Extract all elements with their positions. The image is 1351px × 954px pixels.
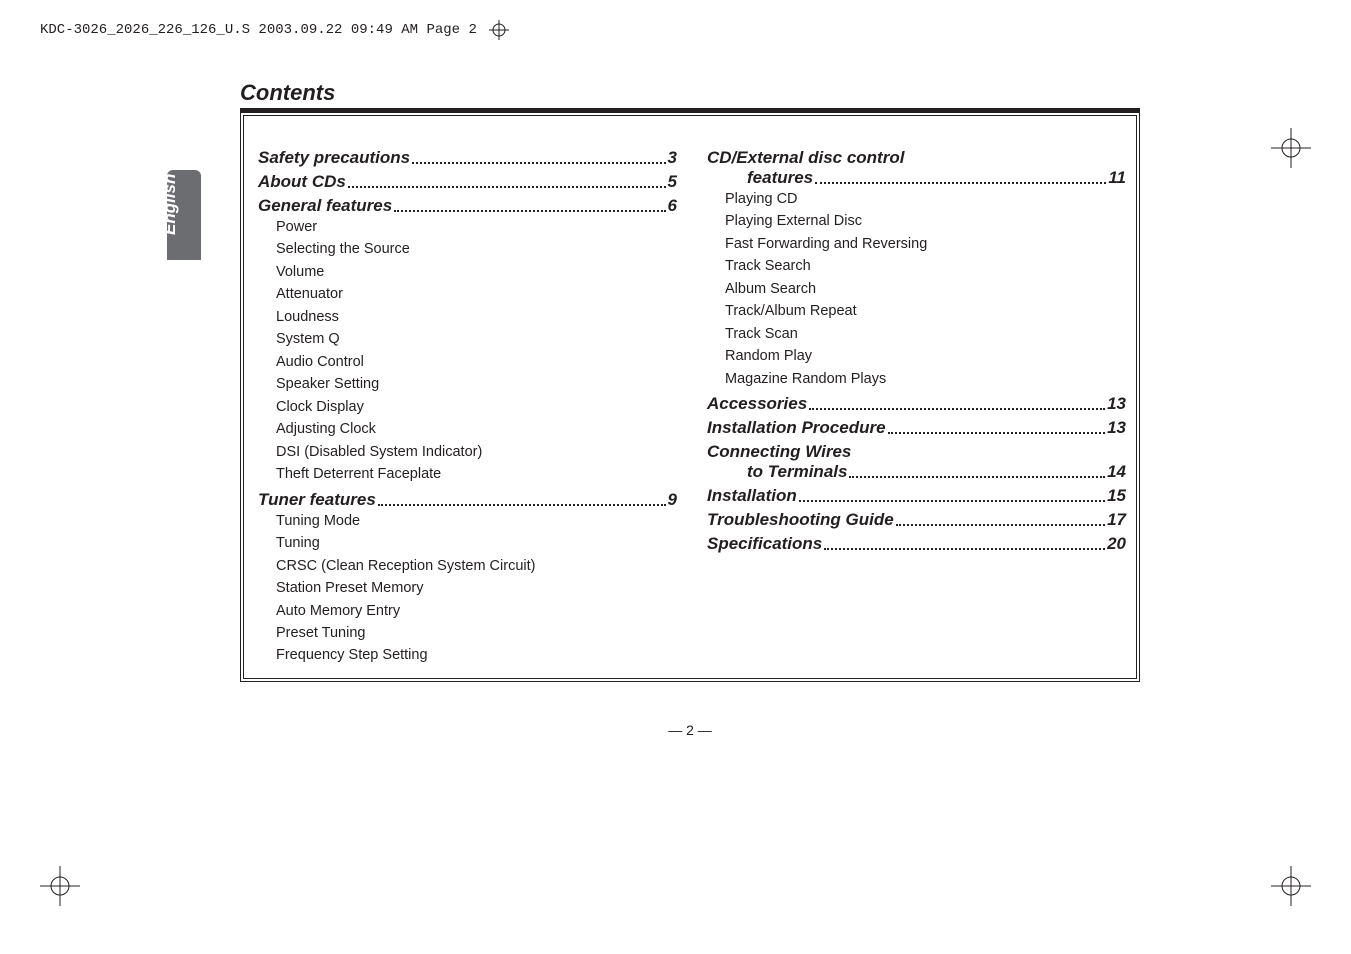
toc-leader-dots <box>394 196 665 212</box>
language-tab: English <box>167 170 201 260</box>
toc-section-page: 11 <box>1108 168 1126 188</box>
toc-subitem: Tuning <box>276 532 677 554</box>
toc-subitem: Theft Deterrent Faceplate <box>276 463 677 485</box>
toc-subitem: Loudness <box>276 306 677 328</box>
toc-section: Installation Procedure 13 <box>707 418 1126 438</box>
toc-section-label: Accessories <box>707 394 807 414</box>
toc-subitem: Track Search <box>725 255 1126 277</box>
toc-columns: Safety precautions 3 About CDs 5 General… <box>258 128 1126 667</box>
toc-subitem: Frequency Step Setting <box>276 644 677 666</box>
toc-section-page: 15 <box>1107 486 1126 506</box>
toc-frame-inner: Safety precautions 3 About CDs 5 General… <box>243 115 1137 679</box>
toc-subitems: Playing CDPlaying External DiscFast Forw… <box>725 188 1126 390</box>
toc-leader-dots <box>896 510 1105 526</box>
toc-leader-dots <box>849 462 1105 478</box>
page-content: Contents Safety precautions 3 About CDs … <box>240 80 1140 738</box>
toc-subitem: CRSC (Clean Reception System Circuit) <box>276 555 677 577</box>
toc-section-label: Specifications <box>707 534 822 554</box>
toc-leader-dots <box>824 534 1105 550</box>
toc-col-2: CD/External disc control features 11 Pla… <box>707 144 1126 667</box>
print-job-header: KDC-3026_2026_226_126_U.S 2003.09.22 09:… <box>40 20 1311 40</box>
toc-section-label: CD/External disc control <box>707 148 1126 168</box>
toc-section-label: Tuner features <box>258 490 376 510</box>
crop-mark-icon <box>1271 128 1311 168</box>
toc-section: About CDs 5 <box>258 172 677 192</box>
toc-subitems: Tuning ModeTuningCRSC (Clean Reception S… <box>276 510 677 667</box>
toc-subitem: Fast Forwarding and Reversing <box>725 233 1126 255</box>
toc-section-label: Troubleshooting Guide <box>707 510 894 530</box>
toc-section-page: 13 <box>1107 418 1126 438</box>
toc-section-label: to Terminals <box>747 462 847 482</box>
toc-section-label: features <box>747 168 813 188</box>
toc-section: Installation 15 <box>707 486 1126 506</box>
toc-subitem: Auto Memory Entry <box>276 600 677 622</box>
toc-col-1: Safety precautions 3 About CDs 5 General… <box>258 144 677 667</box>
toc-section-label: Installation Procedure <box>707 418 886 438</box>
toc-section: Specifications 20 <box>707 534 1126 554</box>
toc-subitem: Random Play <box>725 345 1126 367</box>
toc-subitem: Adjusting Clock <box>276 418 677 440</box>
print-header-text: KDC-3026_2026_226_126_U.S 2003.09.22 09:… <box>40 22 477 38</box>
toc-subitem: System Q <box>276 328 677 350</box>
toc-section-label: Installation <box>707 486 797 506</box>
toc-subitem: Album Search <box>725 278 1126 300</box>
toc-subitem: Playing External Disc <box>725 210 1126 232</box>
toc-leader-dots <box>378 490 666 506</box>
toc-section: Accessories 13 <box>707 394 1126 414</box>
toc-subitem: Clock Display <box>276 396 677 418</box>
toc-section-page: 6 <box>668 196 677 216</box>
crop-mark-icon <box>40 866 80 906</box>
page-title: Contents <box>240 80 1140 106</box>
toc-section-page: 5 <box>668 172 677 192</box>
toc-section-label: About CDs <box>258 172 346 192</box>
toc-section: Safety precautions 3 <box>258 148 677 168</box>
toc-leader-dots <box>412 148 665 164</box>
toc-leader-dots <box>799 486 1105 502</box>
toc-section-page: 14 <box>1107 462 1126 482</box>
toc-leader-dots <box>815 168 1106 184</box>
toc-frame-outer: Safety precautions 3 About CDs 5 General… <box>240 112 1140 682</box>
toc-section: Troubleshooting Guide 17 <box>707 510 1126 530</box>
register-mark-icon <box>489 20 509 40</box>
toc-leader-dots <box>348 172 666 188</box>
toc-subitem: Magazine Random Plays <box>725 368 1126 390</box>
toc-subitem: Audio Control <box>276 351 677 373</box>
toc-subitem: Selecting the Source <box>276 238 677 260</box>
toc-leader-dots <box>888 418 1106 434</box>
crop-mark-icon <box>1271 866 1311 906</box>
toc-section: CD/External disc control features 11 <box>707 148 1126 188</box>
toc-section: General features 6 <box>258 196 677 216</box>
toc-section-label: Safety precautions <box>258 148 410 168</box>
toc-section-page: 3 <box>668 148 677 168</box>
toc-section-label: General features <box>258 196 392 216</box>
toc-section: Connecting Wires to Terminals 14 <box>707 442 1126 482</box>
toc-subitem: Volume <box>276 261 677 283</box>
page-number: — 2 — <box>240 722 1140 738</box>
toc-subitem: Track Scan <box>725 323 1126 345</box>
toc-subitem: Station Preset Memory <box>276 577 677 599</box>
toc-leader-dots <box>809 394 1105 410</box>
toc-subitem: Attenuator <box>276 283 677 305</box>
toc-subitem: Tuning Mode <box>276 510 677 532</box>
toc-section-page: 20 <box>1107 534 1126 554</box>
toc-subitem: Track/Album Repeat <box>725 300 1126 322</box>
toc-section-page: 13 <box>1107 394 1126 414</box>
toc-subitem: Speaker Setting <box>276 373 677 395</box>
toc-section: Tuner features 9 <box>258 490 677 510</box>
toc-subitem: DSI (Disabled System Indicator) <box>276 441 677 463</box>
language-tab-label: English <box>160 201 180 235</box>
toc-subitem: Power <box>276 216 677 238</box>
toc-subitem: Preset Tuning <box>276 622 677 644</box>
toc-subitems: PowerSelecting the SourceVolumeAttenuato… <box>276 216 677 486</box>
toc-section-page: 17 <box>1107 510 1126 530</box>
toc-section-page: 9 <box>668 490 677 510</box>
toc-subitem: Playing CD <box>725 188 1126 210</box>
toc-section-label: Connecting Wires <box>707 442 1126 462</box>
